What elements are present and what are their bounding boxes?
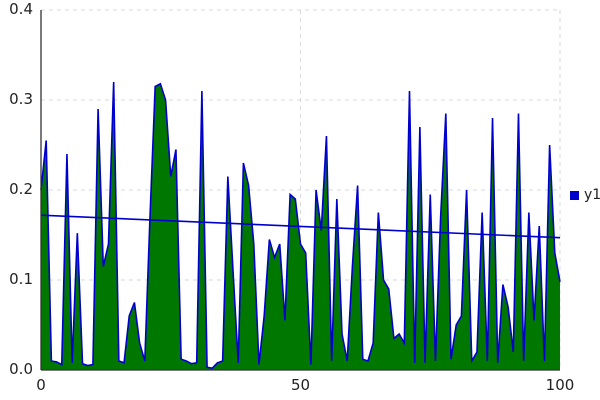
y-tick-label: 0.3: [9, 90, 33, 108]
y-tick-label: 0.1: [9, 270, 33, 288]
y-tick-label: 0.4: [9, 0, 33, 18]
x-tick-label: 100: [545, 376, 575, 394]
legend-swatch-y1: [570, 190, 579, 200]
x-tick-label: 0: [36, 376, 46, 394]
trend-line: [40, 214, 561, 239]
y-tick-label: 0.2: [9, 180, 33, 198]
legend-label-y1: y1: [584, 187, 600, 203]
x-tick-label: 50: [290, 376, 311, 394]
axis-lines: [40, 10, 560, 371]
y-tick-label: 0.0: [9, 360, 33, 378]
area-series-y1: [40, 81, 561, 370]
chart-legend: y1: [570, 188, 600, 202]
